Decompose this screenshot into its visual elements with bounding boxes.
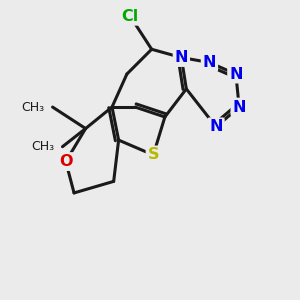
Text: N: N: [232, 100, 246, 115]
Text: N: N: [229, 67, 243, 82]
Text: N: N: [209, 119, 223, 134]
Text: O: O: [59, 154, 73, 169]
Text: CH₃: CH₃: [31, 140, 54, 153]
Text: S: S: [148, 148, 159, 163]
Text: CH₃: CH₃: [21, 100, 44, 114]
Text: N: N: [175, 50, 188, 65]
Text: Cl: Cl: [122, 9, 139, 24]
Text: N: N: [203, 55, 216, 70]
